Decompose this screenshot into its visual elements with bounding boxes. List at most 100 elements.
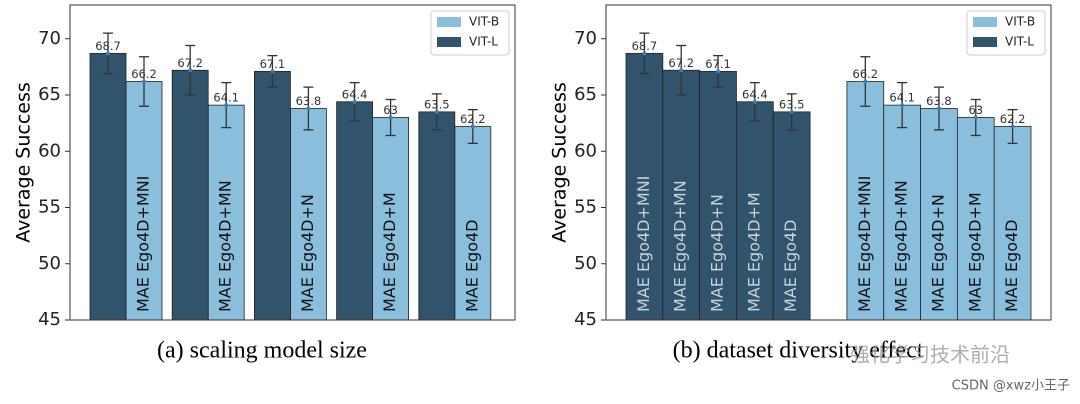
value-label: 64.4 (342, 87, 368, 101)
bar-center (224, 103, 229, 108)
y-tick-label: 55 (38, 197, 61, 218)
category-label: MAE Ego4D+MN (892, 180, 911, 312)
bar (662, 69, 701, 321)
category-label: MAE Ego4D (1002, 220, 1021, 313)
value-label: 68.7 (632, 39, 658, 53)
value-label: 67.2 (668, 56, 694, 70)
bar-center (270, 69, 275, 74)
value-label: 62.2 (460, 112, 486, 126)
caption: (b) dataset diversity effect (673, 338, 924, 364)
value-label: 64.1 (213, 91, 239, 105)
bar (253, 70, 291, 321)
legend-swatch (973, 17, 997, 27)
legend-swatch (437, 17, 461, 27)
category-label: MAE Ego4D+N (298, 194, 317, 312)
value-label: 63.5 (424, 97, 450, 111)
legend-label: VIT-L (1005, 35, 1034, 49)
y-tick-label: 65 (574, 84, 597, 105)
bar (336, 101, 374, 321)
value-label: 63 (968, 103, 983, 117)
y-tick-label: 45 (574, 309, 597, 330)
bar-center (142, 79, 146, 84)
bar-center (306, 106, 311, 111)
category-label: MAE Ego4D+MN (671, 180, 690, 312)
value-label: 63.8 (926, 94, 952, 108)
bar (171, 69, 209, 321)
y-axis-label: Average Success (549, 82, 571, 243)
bar-center (863, 79, 868, 84)
bar (993, 126, 1032, 321)
category-label: MAE Ego4D+MN (216, 180, 235, 312)
watermark-credit: CSDN @xwz小王子 (952, 379, 1070, 394)
bar (736, 101, 774, 321)
category-label: MAE Ego4D+N (708, 194, 727, 312)
bar-center (679, 68, 684, 73)
bar (772, 111, 811, 321)
value-label: 63 (383, 103, 398, 117)
value-label: 62.2 (1000, 112, 1026, 126)
bar-center (106, 51, 110, 56)
category-label: MAE Ego4D+M (744, 192, 763, 312)
y-tick-label: 45 (38, 309, 61, 330)
bar (89, 52, 127, 321)
category-label: MAE Ego4D+M (380, 192, 399, 312)
value-label: 66.2 (131, 67, 157, 81)
caption: (a) scaling model size (157, 338, 367, 364)
bar-center (642, 51, 647, 56)
value-label: 68.7 (95, 39, 121, 53)
value-label: 64.1 (889, 91, 915, 105)
bar (289, 108, 327, 321)
value-label: 67.2 (177, 56, 203, 70)
bar-center (388, 115, 393, 120)
bar (207, 104, 245, 321)
legend-swatch (437, 37, 461, 47)
y-tick-label: 65 (38, 84, 61, 105)
plot-frame (69, 4, 516, 321)
bar (920, 108, 958, 321)
value-label: 63.5 (779, 97, 805, 111)
category-label: MAE Ego4D (462, 220, 481, 313)
bar (372, 117, 410, 321)
bar-center (936, 106, 941, 111)
plot-frame (605, 4, 1052, 321)
value-label: 63.8 (296, 94, 322, 108)
legend-label: VIT-L (469, 35, 498, 49)
y-tick-label: 55 (574, 197, 597, 218)
y-tick-label: 70 (38, 28, 61, 49)
y-tick-label: 60 (38, 140, 61, 161)
bar-center (973, 115, 978, 120)
bar-center (716, 69, 721, 74)
bar (846, 81, 885, 321)
bar (418, 111, 456, 321)
watermark: 强化学习技术前沿 (850, 343, 1010, 367)
bar-center (789, 109, 794, 114)
y-tick-label: 70 (574, 28, 597, 49)
category-label: MAE Ego4D+MNI (134, 176, 153, 312)
legend-swatch (973, 37, 997, 47)
category-label: MAE Ego4D+MNI (634, 176, 653, 312)
bar (454, 126, 492, 321)
value-label: 66.2 (853, 67, 879, 81)
bar-center (352, 99, 357, 104)
y-tick-label: 60 (574, 140, 597, 161)
y-tick-label: 50 (38, 253, 61, 274)
value-label: 64.4 (742, 87, 768, 101)
category-label: MAE Ego4D+M (965, 192, 984, 312)
legend-label: VIT-B (1005, 15, 1035, 29)
category-label: MAE Ego4D (781, 220, 800, 313)
y-tick-label: 50 (574, 253, 597, 274)
bar-center (752, 99, 757, 104)
bar-center (434, 109, 439, 114)
bar-center (900, 103, 905, 108)
bar (125, 81, 163, 321)
legend-label: VIT-B (469, 15, 499, 29)
category-label: MAE Ego4D+MNI (855, 176, 874, 312)
category-label: MAE Ego4D+N (928, 194, 947, 312)
bar-center (1010, 124, 1015, 129)
value-label: 67.1 (260, 57, 286, 71)
value-label: 67.1 (705, 57, 731, 71)
y-axis-label: Average Success (13, 82, 35, 243)
bar-center (470, 124, 475, 129)
bar-center (188, 68, 193, 73)
